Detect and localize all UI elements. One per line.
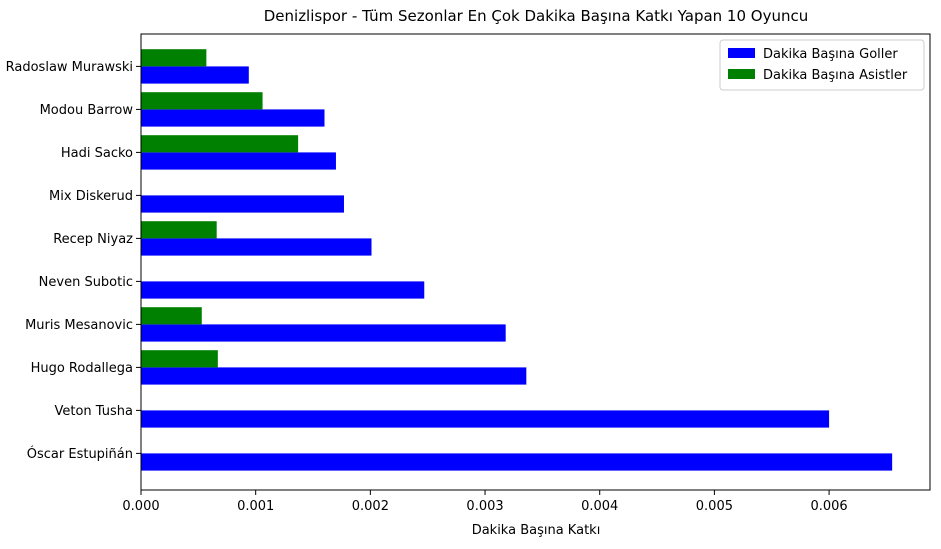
y-tick-label: Radoslaw Murawski (6, 60, 133, 75)
legend: Dakika Başına Goller Dakika Başına Asistl… (719, 39, 925, 91)
bar-goals (141, 281, 425, 299)
bar-goals (141, 324, 506, 342)
y-tick-label: Modou Barrow (40, 103, 134, 118)
y-axis-ticks: Óscar Estupiñán Veton Tusha Hugo Rodallega… (6, 60, 141, 462)
bar-goals (141, 367, 527, 385)
legend-box (719, 39, 925, 91)
bar-goals (141, 152, 336, 170)
legend-swatch (728, 69, 755, 79)
bar-goals (141, 238, 372, 256)
x-axis-label: Dakika Başına Katkı (472, 523, 601, 538)
y-tick-label: Óscar Estupiñán (27, 446, 133, 462)
bar-goals (141, 195, 344, 213)
x-tick-label: 0.006 (810, 499, 847, 514)
legend-label: Dakika Başına Goller (763, 47, 898, 62)
x-tick-label: 0.005 (696, 499, 733, 514)
x-tick-label: 0.003 (466, 499, 503, 514)
bars-layer (141, 49, 893, 471)
legend-swatch (728, 48, 755, 58)
bar-goals (141, 453, 893, 471)
legend-label: Dakika Başına Asistler (763, 68, 908, 83)
x-axis-ticks: 0.000 0.001 0.002 0.003 0.004 0.005 0.006 (122, 490, 848, 514)
bar-assists (141, 307, 202, 325)
y-tick-label: Hugo Rodallega (31, 361, 133, 376)
bar-assists (141, 350, 218, 368)
chart-title: Denizlispor - Tüm Sezonlar En Çok Dakika… (264, 7, 809, 25)
y-tick-label: Mix Diskerud (49, 189, 133, 204)
y-tick-label: Hadi Sacko (61, 146, 133, 161)
y-tick-label: Neven Subotic (39, 275, 133, 290)
bar-goals (141, 66, 249, 84)
bar-goals (141, 109, 325, 127)
x-tick-label: 0.002 (352, 499, 389, 514)
bar-assists (141, 49, 207, 67)
x-tick-label: 0.000 (122, 499, 159, 514)
y-tick-label: Recep Niyaz (53, 232, 133, 247)
y-tick-label: Muris Mesanovic (25, 318, 133, 333)
y-tick-label: Veton Tusha (55, 404, 134, 419)
x-tick-label: 0.001 (237, 499, 274, 514)
bar-assists (141, 92, 263, 110)
bar-goals (141, 410, 830, 428)
x-tick-label: 0.004 (581, 499, 618, 514)
bar-assists (141, 221, 217, 239)
plot-frame (140, 33, 931, 491)
bar-assists (141, 135, 299, 153)
